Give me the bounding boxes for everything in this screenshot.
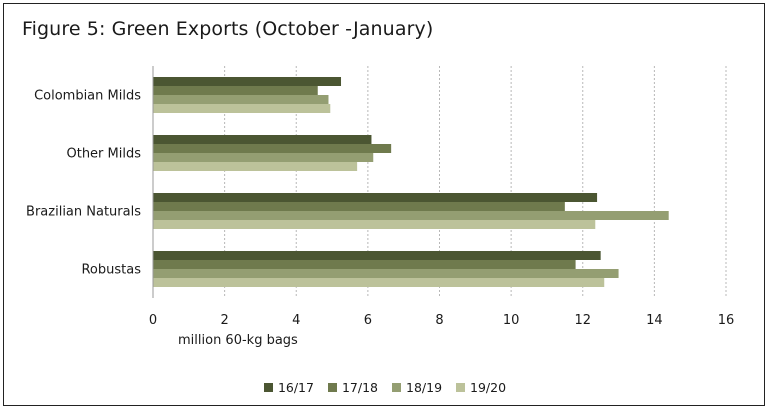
legend-label: 16/17 — [277, 380, 314, 395]
x-tick-label: 6 — [364, 313, 372, 328]
chart-legend: 16/17 17/18 18/19 19/20 — [4, 380, 766, 395]
legend-label: 17/18 — [341, 380, 378, 395]
bar-19-20-2 — [153, 220, 596, 229]
bar-16-17-3 — [153, 251, 601, 260]
legend-item: 17/18 — [327, 380, 378, 395]
bar-18-19-2 — [153, 211, 669, 220]
category-label: Colombian Milds — [34, 89, 141, 104]
legend-item: 16/17 — [263, 380, 314, 395]
x-axis-label: million 60-kg bags — [178, 333, 298, 348]
chart-plot: Colombian Milds Other Milds Brazilian Natu… — [26, 66, 735, 348]
legend-swatch — [392, 383, 401, 392]
x-tick-label: 12 — [574, 313, 591, 328]
bar-18-19-1 — [153, 153, 374, 162]
legend-swatch — [327, 383, 337, 392]
legend-label: 19/20 — [470, 380, 507, 395]
bar-16-17-1 — [153, 135, 372, 144]
chart-title: Figure 5: Green Exports (October -Januar… — [22, 18, 434, 40]
x-tick-label: 4 — [292, 313, 300, 328]
category-label: Brazilian Naturals — [26, 205, 141, 220]
legend-item: 18/19 — [392, 380, 442, 395]
chart-frame: Figure 5: Green Exports (October -Januar… — [3, 3, 765, 406]
x-tick-label: 8 — [435, 313, 443, 328]
bar-17-18-1 — [153, 144, 392, 153]
bar-17-18-3 — [153, 260, 576, 269]
x-tick-label: 10 — [503, 313, 520, 328]
legend-label: 18/19 — [406, 380, 443, 395]
x-tick-label: 0 — [149, 313, 157, 328]
legend-swatch — [456, 383, 466, 392]
bar-16-17-2 — [153, 193, 598, 202]
category-label: Robustas — [81, 263, 141, 278]
x-tick-label: 14 — [646, 313, 663, 328]
bar-19-20-1 — [153, 162, 358, 171]
bar-17-18-2 — [153, 202, 565, 211]
bar-19-20-0 — [153, 104, 331, 113]
category-label: Other Milds — [66, 147, 141, 162]
bar-16-17-0 — [153, 77, 342, 86]
x-tick-label: 16 — [718, 313, 735, 328]
bar-17-18-0 — [153, 86, 318, 95]
x-tick-label: 2 — [220, 313, 228, 328]
bar-18-19-0 — [153, 95, 329, 104]
legend-item: 19/20 — [456, 380, 506, 395]
bar-19-20-3 — [153, 278, 605, 287]
bar-18-19-3 — [153, 269, 619, 278]
legend-swatch — [263, 383, 273, 392]
